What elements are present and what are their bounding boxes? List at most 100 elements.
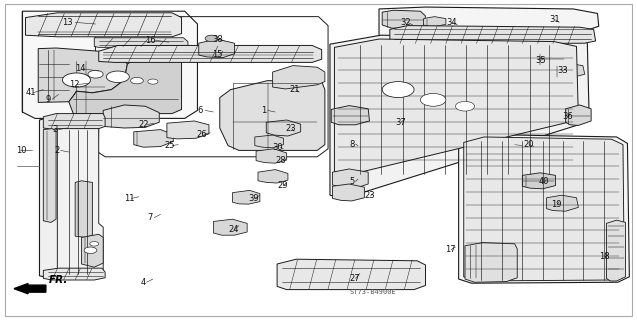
Polygon shape — [566, 105, 591, 125]
Polygon shape — [331, 106, 369, 125]
Polygon shape — [277, 259, 426, 290]
Circle shape — [148, 79, 158, 84]
Circle shape — [131, 77, 143, 84]
Text: 36: 36 — [562, 112, 573, 121]
FancyArrow shape — [14, 284, 46, 294]
Polygon shape — [167, 121, 209, 139]
Text: 8: 8 — [349, 140, 354, 148]
Polygon shape — [273, 66, 325, 89]
Text: 17: 17 — [445, 245, 455, 254]
Polygon shape — [82, 234, 103, 267]
Text: 11: 11 — [124, 194, 134, 203]
Text: 23: 23 — [285, 124, 296, 133]
Circle shape — [84, 247, 97, 253]
Circle shape — [382, 82, 414, 98]
Text: 21: 21 — [290, 85, 300, 94]
Polygon shape — [25, 13, 182, 37]
Text: 1: 1 — [261, 106, 266, 115]
Text: 22: 22 — [139, 120, 149, 129]
Text: 13: 13 — [62, 18, 73, 27]
Circle shape — [62, 73, 90, 87]
Text: 18: 18 — [599, 252, 610, 261]
Polygon shape — [199, 39, 234, 58]
Text: ST73-B4900E: ST73-B4900E — [349, 289, 396, 295]
Polygon shape — [258, 170, 288, 183]
Text: 19: 19 — [551, 200, 561, 209]
Text: FR.: FR. — [48, 275, 68, 285]
Polygon shape — [43, 129, 56, 222]
Polygon shape — [547, 195, 578, 211]
Text: 9: 9 — [46, 95, 51, 104]
Polygon shape — [255, 135, 283, 148]
Circle shape — [88, 70, 103, 78]
Circle shape — [455, 101, 475, 111]
Polygon shape — [256, 149, 287, 163]
Polygon shape — [134, 130, 173, 147]
Text: 35: 35 — [535, 56, 546, 65]
Text: 30: 30 — [273, 143, 283, 152]
Polygon shape — [266, 120, 301, 136]
Text: 25: 25 — [164, 141, 175, 150]
Text: 14: 14 — [75, 64, 85, 73]
Text: 28: 28 — [276, 156, 287, 165]
Polygon shape — [39, 115, 105, 278]
Polygon shape — [213, 219, 247, 235]
Polygon shape — [606, 220, 626, 281]
Polygon shape — [459, 134, 629, 283]
Polygon shape — [536, 51, 566, 66]
Text: 37: 37 — [395, 118, 406, 127]
Polygon shape — [99, 45, 322, 62]
Text: 10: 10 — [16, 146, 26, 155]
Polygon shape — [220, 81, 325, 150]
Polygon shape — [94, 38, 188, 47]
Polygon shape — [103, 105, 159, 128]
Polygon shape — [522, 173, 555, 189]
Circle shape — [106, 71, 129, 83]
Text: 33: 33 — [557, 66, 568, 75]
Polygon shape — [333, 184, 364, 201]
Text: 16: 16 — [145, 36, 156, 44]
Text: 4: 4 — [140, 278, 145, 287]
Polygon shape — [38, 48, 127, 102]
Text: 26: 26 — [196, 130, 207, 139]
Polygon shape — [382, 10, 426, 28]
Text: 32: 32 — [400, 18, 411, 27]
Text: 41: 41 — [25, 88, 36, 97]
Text: 24: 24 — [228, 225, 238, 234]
Polygon shape — [43, 114, 105, 129]
Polygon shape — [424, 17, 446, 26]
Text: 31: 31 — [549, 15, 560, 24]
Text: 3: 3 — [52, 125, 57, 134]
Text: 38: 38 — [212, 35, 223, 44]
Text: 29: 29 — [277, 181, 287, 190]
Circle shape — [205, 35, 218, 42]
Polygon shape — [233, 190, 260, 204]
Polygon shape — [330, 35, 589, 198]
Text: 27: 27 — [349, 274, 360, 283]
Polygon shape — [464, 137, 624, 281]
Polygon shape — [69, 58, 182, 114]
Circle shape — [90, 242, 99, 246]
Polygon shape — [334, 39, 578, 175]
Polygon shape — [22, 11, 197, 118]
Polygon shape — [57, 129, 103, 275]
Polygon shape — [333, 169, 368, 188]
Text: 12: 12 — [69, 80, 79, 89]
Text: 39: 39 — [248, 194, 259, 203]
Text: 15: 15 — [212, 50, 222, 59]
Polygon shape — [465, 243, 517, 282]
Text: 6: 6 — [197, 106, 203, 115]
Polygon shape — [43, 268, 105, 280]
Polygon shape — [390, 26, 596, 44]
Text: 5: 5 — [349, 177, 354, 186]
Circle shape — [420, 93, 446, 106]
Text: 23: 23 — [364, 191, 375, 200]
Polygon shape — [554, 63, 585, 77]
Polygon shape — [379, 7, 599, 42]
Text: 2: 2 — [54, 146, 59, 155]
Text: 34: 34 — [446, 18, 457, 27]
Text: 7: 7 — [148, 213, 153, 222]
Text: 40: 40 — [538, 177, 548, 186]
Text: 20: 20 — [524, 140, 534, 149]
Polygon shape — [75, 181, 92, 237]
